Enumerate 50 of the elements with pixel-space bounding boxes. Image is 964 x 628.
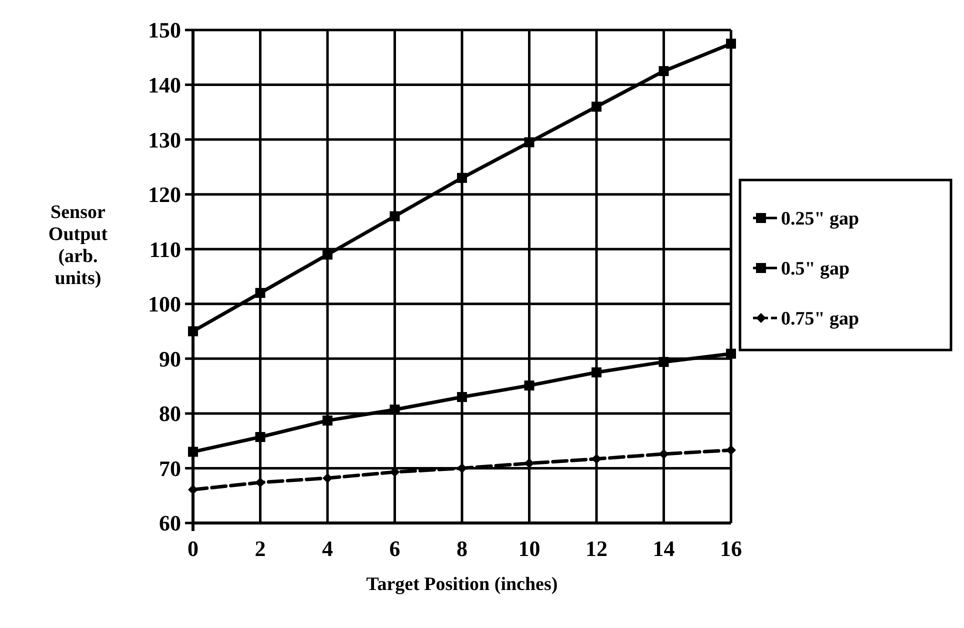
point xyxy=(188,484,198,495)
point xyxy=(255,477,266,488)
y-axis-title: Sensor Output (arb. units) xyxy=(48,202,108,289)
point xyxy=(524,137,534,148)
x-tick-label: 6 xyxy=(389,536,400,561)
point xyxy=(188,326,198,336)
y-tick-label: 60 xyxy=(159,510,181,536)
point xyxy=(726,445,736,456)
point xyxy=(524,380,534,391)
point xyxy=(726,348,736,359)
x-tick-label: 8 xyxy=(456,536,468,561)
point xyxy=(658,356,669,367)
y-tick-label: 110 xyxy=(149,236,181,262)
x-axis-title: Target Position (inches) xyxy=(366,574,558,595)
point xyxy=(390,404,400,415)
point xyxy=(255,432,266,442)
x-tick-label: 10 xyxy=(518,536,540,561)
legend-label: 0.5" gap xyxy=(781,258,850,280)
x-tick-label: 12 xyxy=(586,536,608,561)
point xyxy=(592,454,602,464)
x-tick-label: 2 xyxy=(254,536,266,561)
point xyxy=(188,446,198,457)
point xyxy=(322,473,332,484)
x-tick-label: 16 xyxy=(720,536,742,561)
point xyxy=(255,288,266,298)
y-tick-label: 70 xyxy=(159,456,181,481)
point xyxy=(322,416,332,426)
y-tick-label: 80 xyxy=(159,401,181,426)
x-tick-label: 0 xyxy=(188,536,198,561)
point xyxy=(524,458,534,468)
point xyxy=(592,102,602,112)
legend-label: 0.25" gap xyxy=(781,208,860,230)
y-tick-label: 140 xyxy=(148,72,181,98)
x-tick-label: 4 xyxy=(322,536,333,561)
y-tick-label: 100 xyxy=(148,292,181,317)
x-tick-label: 14 xyxy=(652,536,675,561)
point xyxy=(322,250,332,260)
point xyxy=(726,38,736,49)
point xyxy=(658,66,669,76)
y-tick-label: 90 xyxy=(159,346,181,372)
point xyxy=(457,463,467,474)
point xyxy=(457,172,467,183)
point xyxy=(457,392,467,402)
point xyxy=(592,367,602,378)
legend-label: 0.75" gap xyxy=(781,308,860,330)
point xyxy=(658,448,669,459)
y-tick-label: 130 xyxy=(148,127,181,152)
y-tick-label: 150 xyxy=(148,18,181,43)
point xyxy=(390,211,400,222)
y-tick-label: 120 xyxy=(148,182,181,208)
